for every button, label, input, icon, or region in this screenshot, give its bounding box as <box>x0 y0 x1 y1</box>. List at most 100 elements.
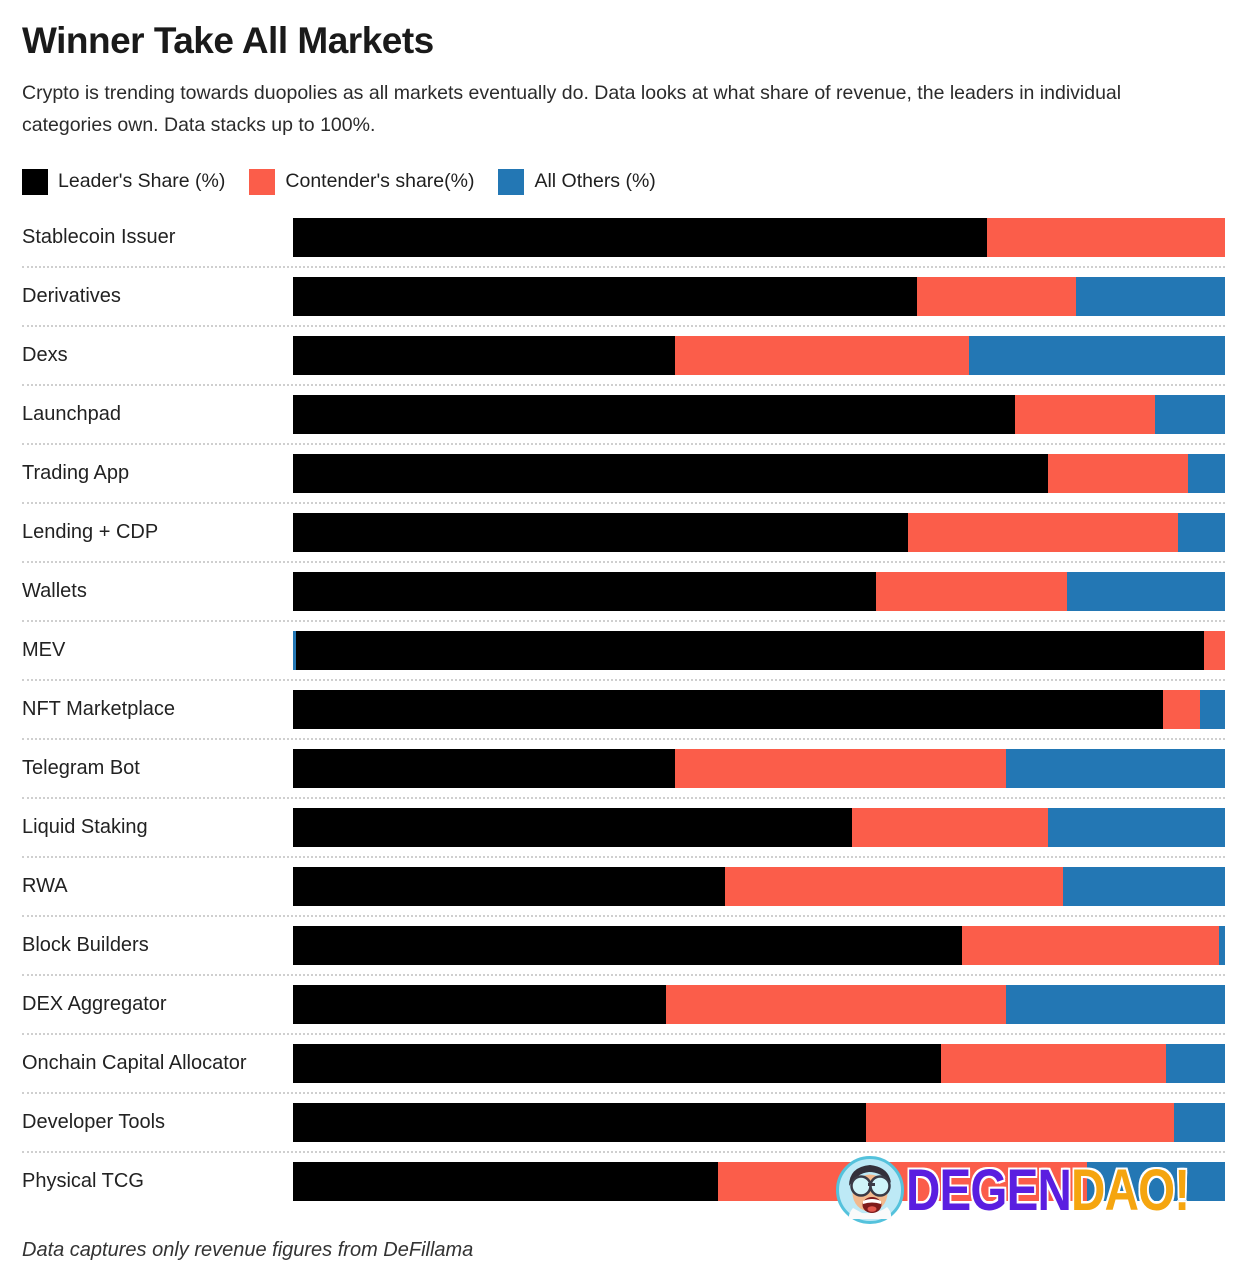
bar-segment-leader <box>293 807 853 847</box>
chart-row-dex-aggregator: DEX Aggregator <box>22 984 1225 1024</box>
chart-row-derivatives: Derivatives <box>22 276 1225 316</box>
legend-item-leader: Leader's Share (%) <box>22 168 226 195</box>
stacked-bar <box>293 335 1225 375</box>
row-separator <box>22 914 1225 917</box>
category-label: Physical TCG <box>22 1169 144 1192</box>
row-separator <box>22 383 1225 386</box>
category-label: Launchpad <box>22 402 121 425</box>
bar-segment-contender <box>1015 394 1156 434</box>
chart-row-stablecoin-issuer: Stablecoin Issuer <box>22 217 1225 257</box>
chart-row-trading-app: Trading App <box>22 453 1225 493</box>
category-label: Telegram Bot <box>22 756 140 779</box>
bar-segment-contender <box>675 748 1006 788</box>
bar-segment-others <box>1187 453 1225 493</box>
row-separator <box>22 265 1225 268</box>
category-label: NFT Marketplace <box>22 697 176 720</box>
degendao-wordmark-degen: DEGEN <box>906 1158 1072 1223</box>
legend-item-others: All Others (%) <box>498 168 656 195</box>
bar-segment-leader <box>293 276 918 316</box>
category-label: DEX Aggregator <box>22 992 167 1015</box>
chart-row-physical-tcg: Physical TCG <box>22 1161 1225 1201</box>
category-label: Trading App <box>22 461 130 484</box>
bar-segment-contender <box>852 807 1048 847</box>
bar-segment-leader <box>293 217 988 257</box>
bar-segment-leader <box>293 394 1016 434</box>
stacked-bar <box>293 925 1225 965</box>
chart-row-telegram-bot: Telegram Bot <box>22 748 1225 788</box>
bar-segment-others <box>1173 1102 1225 1142</box>
legend: Leader's Share (%) Contender's share(%) … <box>22 168 1225 195</box>
stacked-bar <box>293 571 1225 611</box>
stacked-bar <box>293 866 1225 906</box>
bar-segment-others <box>1178 512 1225 552</box>
stacked-bar <box>293 807 1225 847</box>
bar-segment-leader <box>293 689 1163 729</box>
stacked-bar <box>293 512 1225 552</box>
chart-row-block-builders: Block Builders <box>22 925 1225 965</box>
row-separator <box>22 1032 1225 1035</box>
category-label: RWA <box>22 874 68 897</box>
bar-segment-contender <box>866 1102 1174 1142</box>
chart-row-liquid-staking: Liquid Staking <box>22 807 1225 847</box>
category-label: MEV <box>22 638 66 661</box>
bar-segment-leader <box>293 571 876 611</box>
chart-row-rwa: RWA <box>22 866 1225 906</box>
legend-label-others: All Others (%) <box>534 170 656 193</box>
row-separator <box>22 737 1225 740</box>
stacked-bar <box>293 1043 1225 1083</box>
stacked-bar <box>293 1161 1225 1201</box>
chart-row-lending-cdp: Lending + CDP <box>22 512 1225 552</box>
bar-segment-leader <box>293 512 909 552</box>
bar-segment-contender <box>917 276 1076 316</box>
legend-item-contender: Contender's share(%) <box>249 168 475 195</box>
chart-row-mev: MEV <box>22 630 1225 670</box>
bar-segment-leader <box>293 1043 941 1083</box>
chart-row-wallets: Wallets <box>22 571 1225 611</box>
row-separator <box>22 796 1225 799</box>
category-label: Dexs <box>22 343 68 366</box>
bar-segment-contender <box>1162 689 1200 729</box>
degendao-wordmark-dao: DAO! <box>1071 1158 1190 1223</box>
category-label: Block Builders <box>22 933 149 956</box>
bar-segment-leader <box>293 984 666 1024</box>
chart-row-launchpad: Launchpad <box>22 394 1225 434</box>
stacked-bar <box>293 630 1225 670</box>
bar-segment-contender <box>940 1043 1167 1083</box>
bar-segment-leader <box>293 335 676 375</box>
legend-label-leader: Leader's Share (%) <box>58 170 226 193</box>
row-separator <box>22 678 1225 681</box>
bar-segment-others <box>1155 394 1225 434</box>
bar-segment-others <box>1199 689 1225 729</box>
bar-segment-others <box>1066 571 1225 611</box>
category-label: Developer Tools <box>22 1110 166 1133</box>
stacked-bar <box>293 217 1225 257</box>
stacked-bar <box>293 689 1225 729</box>
stacked-bar <box>293 394 1225 434</box>
bar-segment-contender <box>675 335 969 375</box>
degendao-wordmark: DEGENDAO! <box>906 1162 1190 1220</box>
bar-segment-others <box>293 630 296 670</box>
category-label: Lending + CDP <box>22 520 159 543</box>
bar-segment-leader <box>295 630 1204 670</box>
row-separator <box>22 1150 1225 1153</box>
category-label: Onchain Capital Allocator <box>22 1051 247 1074</box>
category-label: Liquid Staking <box>22 815 148 838</box>
category-label: Derivatives <box>22 284 121 307</box>
bar-segment-others <box>968 335 1225 375</box>
bar-segment-others <box>1219 925 1225 965</box>
degendao-logo: DEGENDAO! <box>836 1156 1246 1224</box>
bar-segment-others <box>1087 1161 1225 1201</box>
row-separator <box>22 619 1225 622</box>
category-label: Wallets <box>22 579 87 602</box>
bar-segment-contender <box>908 512 1179 552</box>
legend-swatch-contender-icon <box>249 168 276 195</box>
legend-label-contender: Contender's share(%) <box>285 170 475 193</box>
bar-segment-leader <box>293 453 1048 493</box>
chart-row-dexs: Dexs <box>22 335 1225 375</box>
bar-segment-others <box>1075 276 1225 316</box>
category-label: Stablecoin Issuer <box>22 225 176 248</box>
bar-segment-contender <box>1203 630 1225 670</box>
chart-row-developer-tools: Developer Tools <box>22 1102 1225 1142</box>
bar-segment-contender <box>875 571 1067 611</box>
